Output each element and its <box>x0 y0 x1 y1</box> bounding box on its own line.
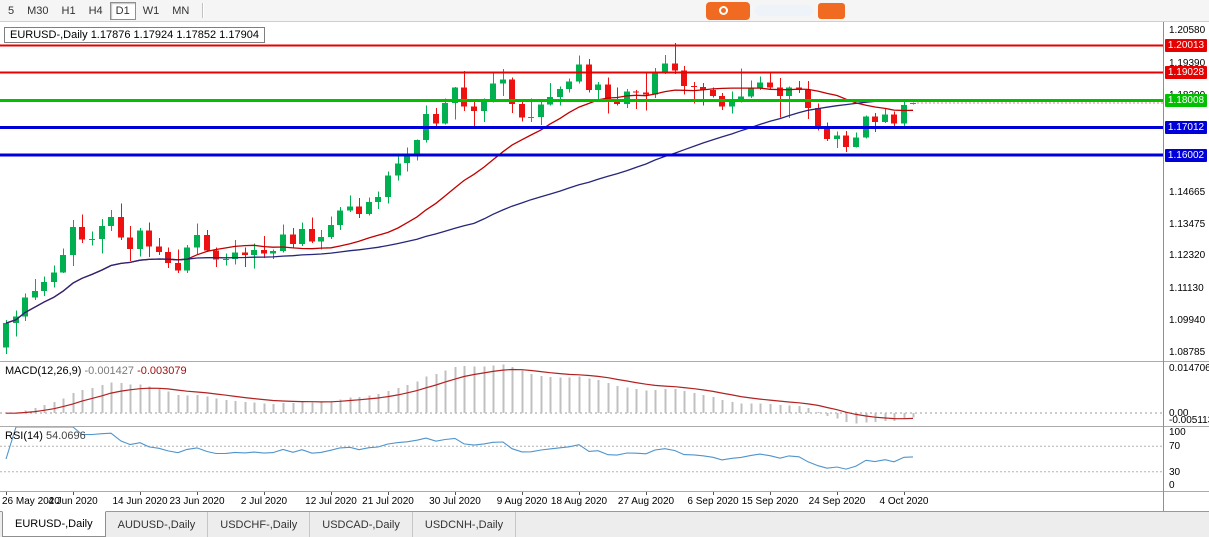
rsi-axis-label: 100 <box>1169 427 1186 438</box>
macd-axis-max: 0.014706 <box>1169 363 1209 374</box>
timeframe-buttons: 5 M30 H1 H4 D1 W1 MN <box>2 1 196 20</box>
price-level-badge: 1.20013 <box>1165 39 1207 52</box>
date-tick <box>770 492 771 495</box>
chart-tab-usdcad[interactable]: USDCAD-,Daily <box>310 512 413 537</box>
rsi-panel: RSI(14) 54.0696 <box>0 427 1163 491</box>
price-axis-label: 1.20580 <box>1169 25 1206 36</box>
date-tick <box>713 492 714 495</box>
timeframe-button-mn[interactable]: MN <box>172 4 190 17</box>
date-label: 2 Jul 2020 <box>240 496 288 507</box>
price-level-badge: 1.18008 <box>1165 94 1207 107</box>
date-label: 4 Jun 2020 <box>48 496 98 507</box>
date-tick <box>579 492 580 495</box>
timeframe-button-d1[interactable]: D1 <box>109 1 136 20</box>
timeframe-button-h1[interactable]: H1 <box>61 4 76 17</box>
price-axis: 1.205801.193901.182001.146651.134751.123… <box>1164 22 1209 361</box>
date-label: 18 Aug 2020 <box>550 496 608 507</box>
date-tick <box>455 492 456 495</box>
ohlc-low: 1.17852 <box>176 29 217 41</box>
date-tick <box>197 492 198 495</box>
timeframe-toolbar: 5 M30 H1 H4 D1 W1 MN <box>0 0 1209 22</box>
chart-tab-audusd[interactable]: AUDUSD-,Daily <box>105 512 209 537</box>
macd-axis-min: -0.005113 <box>1169 415 1209 426</box>
date-tick <box>646 492 647 495</box>
date-tick <box>264 492 265 495</box>
macd-canvas[interactable] <box>0 362 1163 426</box>
timeframe-button-w1[interactable]: W1 <box>142 4 160 17</box>
date-axis[interactable]: 26 May 2020 4 Jun 2020 14 Jun 2020 23 Jun 2… <box>0 492 1163 511</box>
price-axis-label: 1.19390 <box>1169 58 1206 69</box>
macd-main-value: -0.001427 <box>84 365 135 377</box>
price-axis-label: 1.08785 <box>1169 347 1206 358</box>
toolbar-divider <box>202 3 204 18</box>
price-axis-border <box>1163 22 1164 511</box>
date-label: 24 Sep 2020 <box>808 496 866 507</box>
price-axis-label: 1.12320 <box>1169 250 1206 261</box>
rsi-axis-label: 0 <box>1169 480 1175 491</box>
date-label: 12 Jul 2020 <box>305 496 357 507</box>
macd-name: MACD(12,26,9) <box>5 365 82 377</box>
date-tick <box>837 492 838 495</box>
date-axis-divider <box>0 491 1209 492</box>
panel-divider-rsi[interactable] <box>0 426 1209 427</box>
rsi-axis: 100 70 30 0 <box>1164 427 1209 491</box>
logo-middle-shape <box>755 5 813 16</box>
ohlc-high: 1.17924 <box>133 29 174 41</box>
logo-right-shape <box>818 3 845 19</box>
macd-panel: MACD(12,26,9) -0.001427 -0.003079 <box>0 362 1163 426</box>
rsi-label: RSI(14) 54.0696 <box>5 430 86 442</box>
chart-symbol-timeframe: EURUSD-,Daily <box>10 29 88 41</box>
price-level-badge: 1.16002 <box>1165 149 1207 162</box>
date-tick <box>140 492 141 495</box>
macd-signal-value: -0.003079 <box>137 365 187 377</box>
price-axis-label: 1.11130 <box>1169 283 1204 294</box>
price-axis-label: 1.13475 <box>1169 219 1206 230</box>
price-chart-canvas[interactable] <box>0 22 1163 361</box>
date-label: 23 Jun 2020 <box>169 496 225 507</box>
date-label: 14 Jun 2020 <box>112 496 168 507</box>
brand-logo <box>703 1 853 21</box>
macd-label: MACD(12,26,9) -0.001427 -0.003079 <box>5 365 187 377</box>
chart-title: EURUSD-,Daily 1.17876 1.17924 1.17852 1.… <box>4 27 265 43</box>
chart-tab-usdcnh[interactable]: USDCNH-,Daily <box>412 512 517 537</box>
price-axis-label: 1.09940 <box>1169 315 1206 326</box>
panel-divider-macd[interactable] <box>0 361 1209 362</box>
rsi-value: 54.0696 <box>45 430 86 442</box>
timeframe-button-m30[interactable]: M30 <box>27 4 49 17</box>
price-axis-label: 1.14665 <box>1169 187 1206 198</box>
rsi-axis-label: 70 <box>1169 441 1181 452</box>
date-tick <box>522 492 523 495</box>
ohlc-close: 1.17904 <box>219 29 259 41</box>
chart-tab-bar: EURUSD-,Daily AUDUSD-,Daily USDCHF-,Daily U… <box>0 511 1209 537</box>
date-label: 27 Aug 2020 <box>617 496 675 507</box>
price-level-badge: 1.17012 <box>1165 121 1207 134</box>
date-label: 26 May 2020 <box>2 496 60 507</box>
date-tick <box>388 492 389 495</box>
rsi-canvas[interactable] <box>0 427 1163 491</box>
date-label: 6 Sep 2020 <box>687 496 739 507</box>
date-tick <box>6 492 7 495</box>
logo-ring-icon <box>719 6 728 15</box>
date-label: 4 Oct 2020 <box>879 496 929 507</box>
date-label: 21 Jul 2020 <box>362 496 414 507</box>
logo-left-shape <box>706 2 750 20</box>
timeframe-button-h4[interactable]: H4 <box>88 4 103 17</box>
ohlc-open: 1.17876 <box>90 29 131 41</box>
date-tick <box>331 492 332 495</box>
price-level-badge: 1.19028 <box>1165 66 1207 79</box>
macd-axis: 0.014706 0.00 -0.005113 <box>1164 362 1209 426</box>
timeframe-button-5[interactable]: 5 <box>8 4 15 17</box>
rsi-name: RSI(14) <box>5 430 43 442</box>
macd-axis-zero: 0.00 <box>1169 408 1189 419</box>
chart-tab-usdchf[interactable]: USDCHF-,Daily <box>208 512 311 537</box>
date-tick <box>73 492 74 495</box>
price-chart-panel: EURUSD-,Daily 1.17876 1.17924 1.17852 1.… <box>0 22 1163 361</box>
chart-tab-eurusd[interactable]: EURUSD-,Daily <box>2 511 106 537</box>
rsi-axis-label: 30 <box>1169 467 1181 478</box>
date-tick <box>904 492 905 495</box>
date-label: 9 Aug 2020 <box>496 496 548 507</box>
date-label: 15 Sep 2020 <box>741 496 799 507</box>
date-label: 30 Jul 2020 <box>429 496 481 507</box>
